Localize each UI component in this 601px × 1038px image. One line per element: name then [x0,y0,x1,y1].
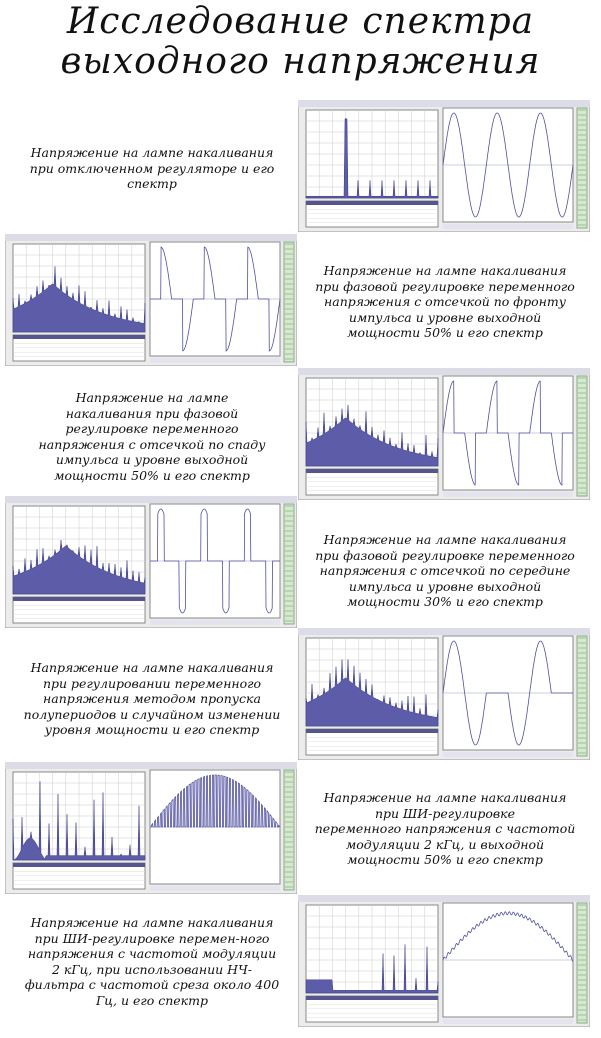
caption-line: напряжения с отсечкой по спаду [38,436,266,452]
level-meter [576,902,588,1024]
waveform [150,774,281,828]
table-header [306,201,438,205]
caption-line: спектр [127,176,177,191]
toolbar [5,762,297,769]
caption-line: мощности 30% и его спектр [347,594,543,609]
status-bar [150,886,280,891]
status-bar [443,1019,573,1024]
caption-line: при фазовой регулировке переменного [315,547,575,563]
screenshot [5,496,297,628]
caption-line: при фазовой регулировке переменного [315,278,575,294]
caption-line: накаливания при фазовой [65,405,239,421]
caption-line: Напряжение на лампе накаливания [323,532,567,547]
spectrum [12,539,146,595]
level-meter [283,769,295,891]
spectrum [12,266,146,333]
caption-line: Гц, и его спектр [96,992,208,1008]
caption-line: Напряжение на лампе накаливания [30,915,274,930]
waveform [442,380,573,486]
caption-line: мощности 50% и его спектр [347,852,543,867]
toolbar [298,100,590,107]
caption-line: при ШИ-регулировке [374,805,516,821]
caption-line: фильтра с частотой среза около 400 [24,977,280,992]
level-meter [283,241,295,363]
caption-line: напряжения с отсечкой по фронту [324,294,566,309]
caption-line: импульса и уровне выходной [348,309,542,325]
caption: Напряжение на лампе накаливания при отклю… [12,145,292,192]
waveform [442,112,574,218]
caption-line: уровня мощности и его спектр [44,722,260,737]
caption: Напряжение на лампе накаливания при фазов… [305,532,585,610]
caption-line: Напряжение на лампе накаливания [323,790,567,805]
caption: Напряжение на лампе накаливания при регул… [12,660,292,738]
caption-line: мощности 50% и его спектр [347,325,543,340]
level-meter [576,375,588,497]
caption-line: полупериодов и случайном изменении [23,706,281,722]
table-header [13,597,145,601]
level-meter [283,503,295,625]
screenshot [298,628,590,760]
status-bar [443,224,573,229]
waveform [442,640,573,746]
waveform [442,911,574,962]
level-meter [576,107,588,229]
toolbar [298,368,590,375]
status-bar [443,492,573,497]
caption-line: при регулировании переменного [42,675,262,691]
status-bar [443,752,573,757]
table-header [306,729,438,733]
caption: Напряжение на лампе накаливания при ШИ-ре… [12,915,292,1008]
caption-line: импульса и уровне выходной [55,452,249,467]
table-header [306,996,438,1000]
level-meter [576,635,588,757]
spectrum [305,944,439,994]
waveform [150,246,281,352]
toolbar [298,895,590,902]
status-bar [150,620,280,625]
caption-line: напряжения методом пропуска [43,691,261,706]
table-header [13,335,145,339]
caption-line: мощности 50% и его спектр [54,467,250,483]
screenshot [5,234,297,366]
spectrum [305,404,439,467]
table-header [13,863,145,867]
screenshot [5,762,297,894]
caption-line: модуляции 2 кГц, и выходной [345,836,545,852]
waveform [150,508,280,614]
toolbar [5,496,297,503]
caption-line: Напряжение на лампе накаливания [30,145,274,160]
title-line: выходного напряжения [60,41,541,82]
caption-line: напряжения с отсечкой по середине [319,563,571,578]
caption-line: Напряжение на лампе накаливания [30,660,274,675]
caption-line: при ШИ-регулировке перемен-ного [34,930,270,946]
screenshot [298,368,590,500]
spectrum [305,659,439,727]
caption-line: переменного напряжения с частотой [314,821,576,836]
caption-line: при отключенном регуляторе и его [29,160,275,176]
caption-line: Напряжение на лампе накаливания [323,263,567,278]
screenshot [298,100,590,232]
caption: Напряжение на лампе накаливания при ШИ-ре… [305,790,585,868]
caption-line: 2 кГц, при использовании НЧ- [52,961,252,977]
screenshot [298,895,590,1027]
status-bar [150,358,280,363]
spectrum [305,118,439,199]
caption-line: напряжения с частотой модуляции [27,946,277,961]
caption-line: импульса и уровне выходной [348,578,542,594]
caption: Напряжение на лампе накаливания при фазов… [305,263,585,341]
title-line: Исследование спектра [66,1,535,42]
table-header [306,469,438,473]
toolbar [298,628,590,635]
spectrum [12,781,146,861]
caption-line: Напряжение на лампе [75,390,229,405]
toolbar [5,234,297,241]
caption: Напряжение на лампе накаливания при фазов… [12,390,292,483]
caption-line: регулировке переменного [65,421,239,436]
